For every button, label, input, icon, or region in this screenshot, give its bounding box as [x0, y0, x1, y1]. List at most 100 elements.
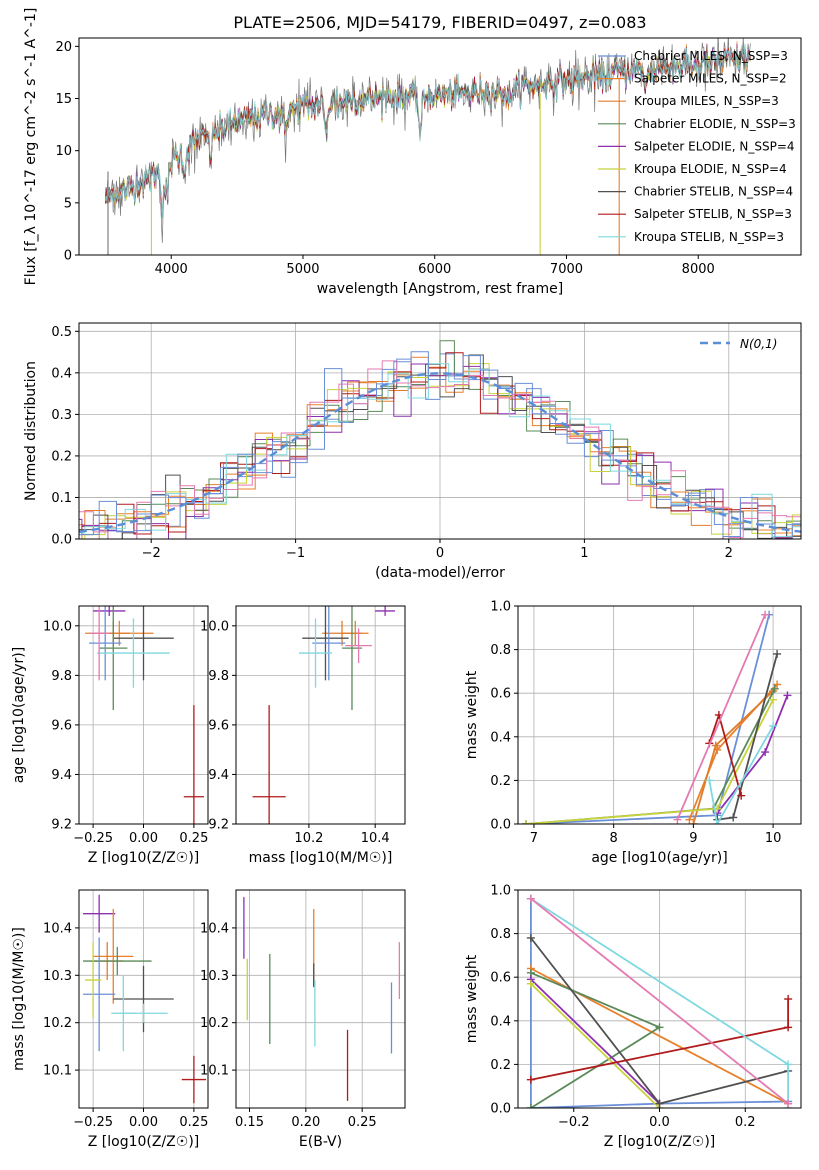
legend: Chabrier MILES, N_SSP=3 Salpeter MILES, N…	[598, 49, 796, 244]
y-tick-label: 10.3	[43, 969, 72, 984]
age-vs-mass-frame	[235, 605, 406, 825]
weight-series	[676, 614, 766, 820]
weight-series	[708, 725, 774, 824]
legend-label: Kroupa STELIB, N_SSP=3	[634, 230, 784, 244]
y-tick-label: 0.1	[51, 491, 72, 506]
mass-vs-Z-frame	[78, 889, 209, 1109]
y-tick-label: 0.2	[51, 449, 72, 464]
x-tick-label: 10.4	[361, 831, 390, 846]
x-tick-label: 0.25	[348, 1115, 377, 1130]
x-tick-label: 0.15	[235, 1115, 264, 1130]
ticks-mass-weight-vs-Z: −0.2 0.0 0.2 0.0 0.2 0.4 0.6 0.8 1.0	[490, 884, 755, 1131]
y-tick-label: 5	[64, 196, 72, 211]
y-axis-label: Flux [f_λ 10^-17 erg cm^-2 s^-1 A^-1]	[23, 8, 39, 286]
y-tick-label: 10.4	[43, 921, 72, 936]
histogram-series	[79, 360, 801, 539]
y-tick-label: 9.4	[208, 768, 229, 783]
y-tick-label: 0.8	[490, 643, 511, 658]
error-bars	[83, 894, 206, 1104]
age-vs-Z-frame	[78, 605, 209, 825]
y-tick-label: 0.8	[490, 927, 511, 942]
legend-label: Chabrier MILES, N_SSP=3	[634, 49, 788, 63]
axes-mass-weight-vs-age	[518, 605, 801, 825]
histogram-series	[79, 368, 801, 537]
y-tick-label: 0	[64, 249, 72, 264]
mass-weight-vs-age-frame	[517, 605, 802, 825]
legend-label: N(0,1)	[740, 337, 777, 351]
axes-age-vs-mass	[236, 606, 405, 825]
x-tick-label: 9	[689, 831, 697, 846]
y-tick-label: 10.0	[200, 619, 229, 634]
histogram-series	[79, 340, 801, 539]
weight-series	[530, 898, 789, 1108]
x-tick-label: −0.25	[73, 831, 113, 846]
x-axis-label: mass [log10(M/M☉)]	[249, 850, 393, 866]
legend-label: Chabrier STELIB, N_SSP=4	[634, 185, 793, 199]
x-tick-label: −2	[142, 546, 161, 561]
x-tick-label: −0.25	[73, 1115, 113, 1130]
y-tick-label: 0.6	[490, 971, 511, 986]
y-tick-label: 9.4	[51, 768, 72, 783]
y-tick-label: 10	[55, 144, 72, 159]
x-axis-label: age [log10(age/yr)]	[591, 850, 727, 866]
weight-series	[530, 983, 661, 1108]
x-axis-label: Z [log10(Z/Z☉)]	[88, 850, 200, 866]
legend-label: Salpeter MILES, N_SSP=2	[634, 72, 787, 86]
y-tick-label: 1.0	[490, 884, 511, 899]
x-tick-label: −1	[286, 546, 305, 561]
histograms	[79, 340, 801, 539]
y-axis-label: mass weight	[464, 954, 480, 1043]
mass-vs-EBV-frame	[235, 889, 406, 1109]
ticks-residuals: −2 −1 0 1 2 0.0 0.1 0.2 0.3 0.4 0.5	[51, 325, 733, 561]
x-tick-label: 7000	[550, 262, 583, 277]
residuals-frame	[78, 322, 802, 540]
y-tick-label: 9.8	[208, 669, 229, 684]
x-tick-label: 7	[530, 831, 538, 846]
y-tick-label: 9.2	[51, 818, 72, 833]
error-bars	[85, 606, 204, 824]
weight-lines	[521, 610, 792, 824]
y-tick-label: 0.2	[490, 1058, 511, 1073]
model-spectrum	[105, 43, 751, 219]
legend-label: Kroupa MILES, N_SSP=3	[634, 94, 779, 108]
y-tick-label: 10.4	[200, 921, 229, 936]
ticks-age-vs-Z: −0.25 0.00 0.25 9.2 9.4 9.6 9.8 10.0	[43, 619, 208, 846]
ticks-spectrum: 4000 5000 6000 7000 8000 0 5 10 15 20	[55, 40, 714, 277]
y-tick-label: 9.6	[51, 718, 72, 733]
y-tick-label: 0.5	[51, 325, 72, 340]
y-axis-label: mass weight	[464, 670, 480, 759]
legend-label: Salpeter STELIB, N_SSP=3	[634, 207, 792, 221]
weight-series	[530, 978, 661, 1105]
figure-title: PLATE=2506, MJD=54179, FIBERID=0497, z=0…	[233, 13, 646, 32]
y-tick-label: 10.1	[200, 1064, 229, 1079]
x-tick-label: 1	[580, 546, 588, 561]
y-tick-label: 9.8	[51, 669, 72, 684]
y-tick-label: 9.2	[208, 818, 229, 833]
x-tick-label: 0.00	[129, 1115, 158, 1130]
y-tick-label: 0.4	[490, 730, 511, 745]
y-tick-label: 0.0	[51, 533, 72, 548]
legend-label: Salpeter ELODIE, N_SSP=4	[634, 139, 795, 153]
y-tick-label: 0.6	[490, 687, 511, 702]
y-tick-label: 0.4	[51, 366, 72, 381]
error-bars	[243, 897, 401, 1101]
histogram-series	[79, 363, 801, 539]
y-tick-label: 10.0	[43, 619, 72, 634]
x-tick-label: 5000	[286, 262, 319, 277]
axes-mass-vs-EBV	[236, 890, 405, 1108]
x-tick-label: 10.2	[294, 831, 323, 846]
ticks-age-vs-mass: 10.2 10.4 9.2 9.4 9.6 9.8 10.0	[200, 619, 390, 846]
legend-label: Chabrier ELODIE, N_SSP=3	[634, 117, 796, 131]
y-tick-label: 1.0	[490, 600, 511, 615]
y-tick-label: 0.0	[490, 818, 511, 833]
y-axis-label: mass [log10(M/M☉)]	[11, 927, 27, 1071]
y-tick-label: 9.6	[208, 718, 229, 733]
weight-lines	[526, 894, 793, 1108]
y-tick-label: 0.3	[51, 408, 72, 423]
histogram-series	[79, 363, 801, 539]
spectrum-lines	[105, 38, 751, 255]
y-tick-label: 10.1	[43, 1064, 72, 1079]
y-tick-label: 20	[55, 40, 72, 55]
y-axis-label: age [log10(age/yr)]	[11, 647, 27, 783]
